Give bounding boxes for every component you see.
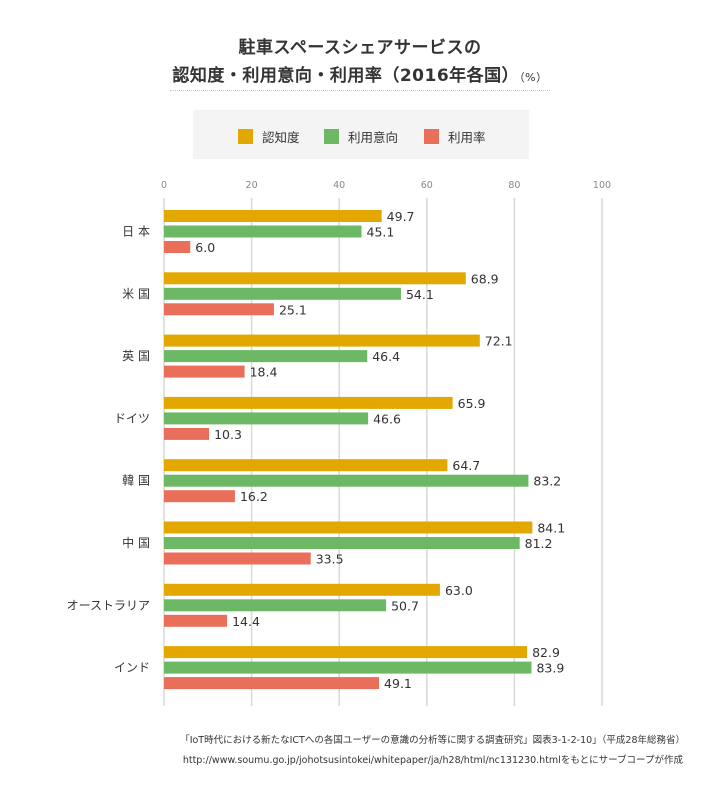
category-label: 日 本 [122,225,150,239]
category-label: 米 国 [122,287,150,301]
data-label: 54.1 [406,287,434,302]
legend: 認知度 利用意向 利用率 [193,110,529,159]
bar [164,350,368,363]
source-line-2: http://www.soumu.go.jp/johotsusintokei/w… [182,755,683,766]
x-tick-label: 80 [508,180,520,191]
bar [164,537,520,549]
bar [164,396,453,409]
x-tick-label: 100 [593,180,611,191]
bar [164,412,369,425]
bar [164,599,387,612]
data-label: 25.1 [279,302,307,317]
legend-label-awareness: 認知度 [262,130,300,145]
bar [164,459,448,472]
chart-title-line2: 認知度・利用意向・利用率（2016年各国）（%） [0,61,720,86]
data-label: 6.0 [195,240,215,255]
bar [164,241,191,253]
bar [164,225,362,238]
data-label: 50.7 [391,598,419,613]
data-label: 64.7 [452,458,480,473]
legend-item-intention: 利用意向 [324,127,398,146]
data-label: 49.7 [387,209,415,224]
data-label: 68.9 [471,271,499,286]
data-label: 14.4 [232,614,260,629]
legend-swatch-usage [424,129,439,144]
category-label: 中 国 [122,535,150,550]
source-line-1: 「IoT時代における新たなICTへの各国ユーザーの意識の分析等に関する調査研究」… [180,735,685,746]
category-label: インド [114,661,150,675]
chart-title-line1: 駐車スペースシェアサービスの [238,38,482,58]
data-label: 81.2 [525,536,553,551]
data-label: 49.1 [384,676,412,691]
legend-swatch-awareness [238,129,253,144]
data-label: 45.1 [367,225,395,240]
bar [164,474,529,487]
data-label: 16.2 [240,489,268,504]
category-label: 韓 国 [122,474,150,488]
bar [164,552,311,565]
bar [164,614,228,627]
bar [164,646,528,659]
bar [164,677,380,690]
bar [164,334,480,347]
data-label: 84.1 [537,521,565,536]
data-label: 63.0 [445,583,473,598]
bar [164,661,532,674]
data-label: 18.4 [250,365,278,380]
legend-item-awareness: 認知度 [238,127,300,146]
legend-swatch-intention [324,129,339,144]
data-label: 10.3 [214,427,242,442]
x-tick-label: 20 [246,180,258,191]
data-label: 82.9 [532,645,560,660]
title-divider [170,90,550,91]
data-label: 46.4 [372,349,400,364]
data-label: 83.9 [536,661,564,676]
legend-label-usage: 利用率 [448,130,486,145]
category-label: 英 国 [122,349,150,363]
x-tick-label: 40 [333,180,345,191]
bar [164,287,401,300]
bar [164,583,440,596]
bar [164,490,235,503]
data-label: 65.9 [458,396,486,411]
bar [164,427,210,440]
legend-label-intention: 利用意向 [348,130,399,145]
data-label: 33.5 [316,552,344,567]
category-label: オーストラリア [67,598,150,612]
bar [164,210,382,222]
chart-title-main: 認知度・利用意向・利用率（2016年各国） [172,66,520,86]
bar [164,365,245,378]
category-label: ドイツ [114,411,150,425]
legend-item-usage: 利用率 [424,127,486,146]
x-tick-label: 0 [161,180,167,191]
bar [164,303,274,316]
x-tick-label: 60 [421,180,433,191]
chart-title-unit: （%） [519,71,548,84]
bar [164,272,466,285]
data-label: 46.6 [373,411,401,426]
data-label: 72.1 [485,334,513,349]
bar [164,521,533,534]
data-label: 83.2 [533,474,561,489]
